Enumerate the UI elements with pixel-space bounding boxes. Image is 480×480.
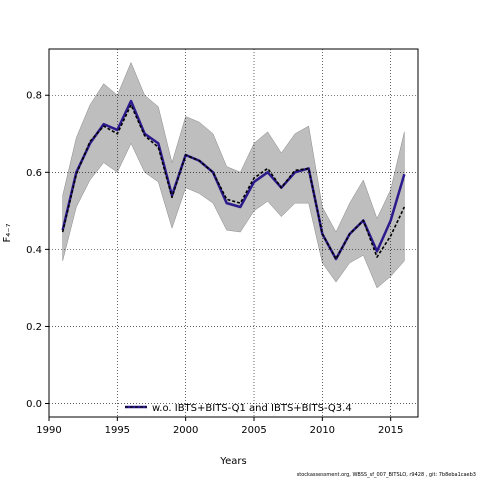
legend-label: w.o. IBTS+BITS-Q1 and IBTS+BITS-Q3.4 [152,403,352,414]
plot-frame [48,48,419,418]
y-tick-label: 0.8 [26,91,42,102]
y-tick-label: 0.4 [26,245,42,256]
x-tick-label: 1995 [105,425,130,436]
y-tick-label: 0.0 [26,399,42,410]
x-tick-label: 2005 [241,425,266,436]
x-axis-label: Years [219,456,246,467]
y-tick-label: 0.6 [26,168,42,179]
x-tick-label: 2015 [378,425,403,436]
x-tick-label: 2010 [310,425,335,436]
series-layer [61,99,406,261]
confidence-band-layer [62,61,405,289]
confidence-band [62,61,405,289]
y-tick-label: 0.2 [26,322,42,333]
x-tick-label: 2000 [173,425,198,436]
x-axis-ticks: 1990 1995 2000 2005 2010 2015 [36,417,403,436]
y-axis-ticks: 0.0 0.2 0.4 0.6 0.8 [26,91,49,410]
x-tick-label: 1990 [36,425,61,436]
source-footer: stockassessment.org, WBSS_sf_007_BITSLO,… [296,472,476,478]
series-line-dashed [61,104,406,260]
y-axis-label: F₄₋₇ [2,223,13,242]
legend: w.o. IBTS+BITS-Q1 and IBTS+BITS-Q3.4 [125,403,352,414]
